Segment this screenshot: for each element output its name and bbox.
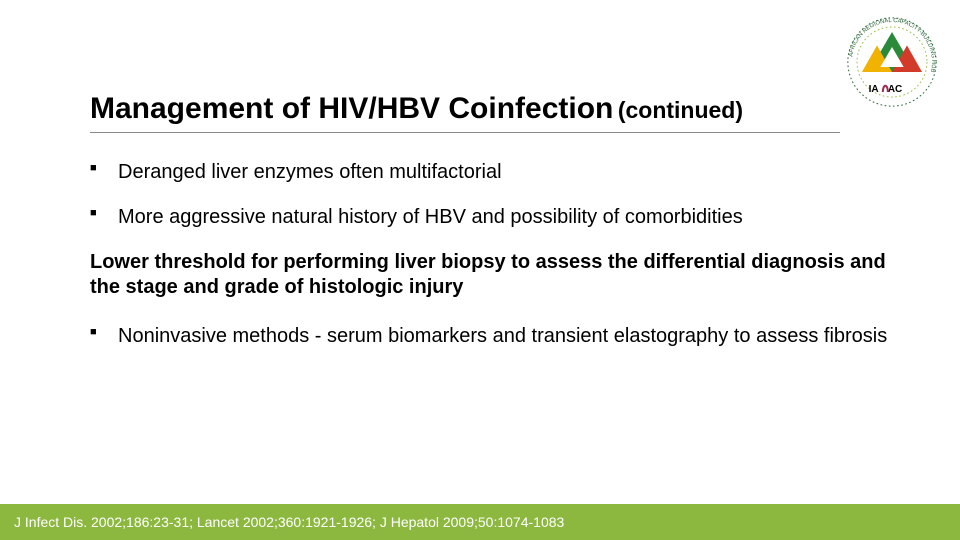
title-continued: (continued) [618, 97, 743, 123]
footer-citation: J Infect Dis. 2002;186:23-31; Lancet 200… [14, 514, 564, 530]
bullet-text: Noninvasive methods - serum biomarkers a… [118, 325, 887, 347]
title-main: Management of HIV/HBV Coinfection [90, 92, 613, 125]
slide: AFRICAN REGIONAL CAPACITY-BUILDING HUB I… [0, 0, 960, 540]
bullet-list: Noninvasive methods - serum biomarkers a… [90, 324, 890, 349]
bullet-list: Deranged liver enzymes often multifactor… [90, 160, 890, 230]
ribbon-icon [883, 86, 888, 92]
slide-title: Management of HIV/HBV Coinfection (conti… [90, 92, 880, 126]
title-block: Management of HIV/HBV Coinfection (conti… [90, 92, 880, 133]
bullet-item: Noninvasive methods - serum biomarkers a… [90, 324, 890, 349]
bullet-item: More aggressive natural history of HBV a… [90, 205, 890, 230]
bullet-text: Deranged liver enzymes often multifactor… [118, 161, 502, 183]
content-area: Deranged liver enzymes often multifactor… [90, 160, 890, 369]
bullet-item: Deranged liver enzymes often multifactor… [90, 160, 890, 185]
footer-bar: J Infect Dis. 2002;186:23-31; Lancet 200… [0, 504, 960, 540]
bullet-text: More aggressive natural history of HBV a… [118, 206, 743, 228]
title-underline [90, 132, 840, 133]
emphasis-paragraph: Lower threshold for performing liver bio… [90, 250, 890, 300]
logo-brand-suffix: AC [888, 84, 902, 95]
